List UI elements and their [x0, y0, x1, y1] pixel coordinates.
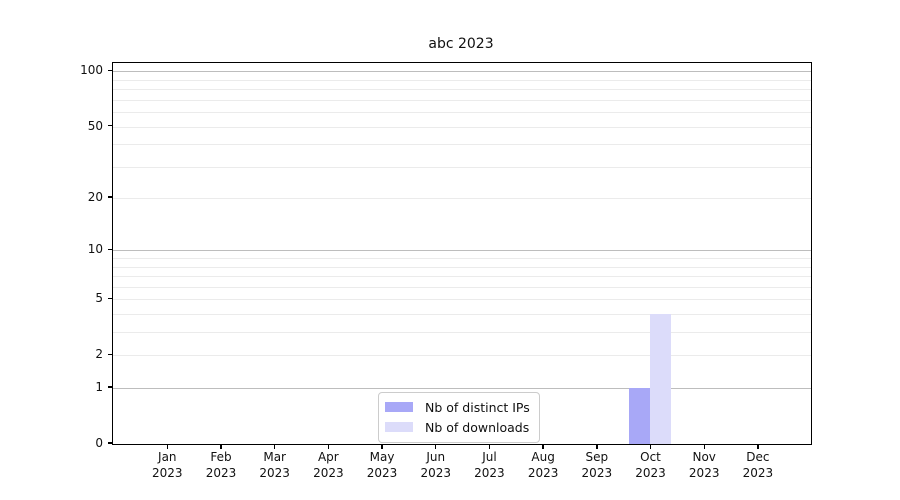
x-tick-label: Apr 2023	[298, 450, 358, 481]
x-tick-year: 2023	[581, 465, 613, 480]
gridline-major	[113, 250, 811, 252]
gridline-minor	[113, 266, 811, 268]
y-tick-label: 20	[87, 190, 103, 205]
x-tick-label: Jun 2023	[406, 450, 466, 481]
x-tick-year: 2023	[635, 465, 666, 480]
gridline-minor	[113, 126, 811, 128]
legend-row-downloads: Nb of downloads	[385, 419, 530, 435]
y-tick-mark	[108, 196, 112, 198]
x-tick-month: Jul	[482, 450, 497, 464]
x-tick-label: May 2023	[352, 450, 412, 481]
x-tick-label: Nov 2023	[674, 450, 734, 481]
gridline-minor	[113, 355, 811, 357]
gridline-minor	[113, 112, 811, 114]
legend-swatch-downloads	[385, 422, 413, 432]
y-tick-label: 50	[87, 118, 103, 133]
gridline-minor	[113, 332, 811, 334]
gridline-major	[113, 388, 811, 389]
x-tick-year: 2023	[313, 465, 344, 480]
x-tick-year: 2023	[366, 465, 398, 480]
x-tick-year: 2023	[688, 465, 720, 480]
x-tick-label: Oct 2023	[621, 450, 681, 481]
y-tick-label: 10	[87, 242, 103, 257]
x-tick-label: Sep 2023	[567, 450, 627, 481]
x-tick-month: Apr	[317, 450, 339, 464]
x-tick-month: Dec	[746, 450, 770, 464]
y-tick-label: 2	[95, 347, 103, 362]
x-tick-year: 2023	[205, 465, 237, 480]
legend-swatch-distinct-ips	[385, 402, 413, 412]
gridline-minor	[113, 198, 811, 200]
x-tick-month: Sep	[585, 450, 609, 464]
y-tick-mark	[108, 124, 112, 127]
y-tick-mark	[108, 353, 112, 355]
y-tick-label: 1	[95, 380, 103, 395]
x-tick-year: 2023	[742, 465, 774, 480]
x-tick-mark	[166, 444, 168, 449]
gridline-minor	[113, 314, 811, 315]
y-tick-mark	[108, 69, 112, 72]
x-tick-mark	[757, 444, 759, 449]
x-tick-month: Feb	[210, 450, 232, 464]
x-tick-label: Feb 2023	[191, 450, 251, 481]
legend-label-downloads: Nb of downloads	[425, 419, 530, 435]
bar-distinct-ips	[628, 388, 650, 444]
x-tick-month: Oct	[640, 450, 661, 464]
gridline-minor	[113, 286, 811, 288]
x-tick-mark	[220, 444, 222, 449]
x-tick-mark	[435, 444, 437, 449]
y-tick-label: 0	[95, 436, 103, 450]
x-tick-month: Mar	[263, 450, 286, 464]
gridline-minor	[113, 299, 811, 301]
x-tick-month: Aug	[531, 450, 555, 464]
plot-area	[112, 62, 812, 445]
x-tick-mark	[327, 444, 330, 449]
x-tick-mark	[596, 444, 598, 449]
x-tick-label: Jul 2023	[459, 450, 519, 481]
legend: Nb of distinct IPs Nb of downloads	[378, 392, 540, 443]
legend-label-distinct-ips: Nb of distinct IPs	[425, 399, 530, 415]
x-tick-month: Jan	[158, 450, 177, 464]
chart-title: abc 2023	[428, 36, 494, 52]
x-tick-label: Jan 2023	[137, 450, 197, 481]
gridline-minor	[113, 89, 811, 91]
gridline-minor	[113, 276, 811, 278]
y-tick-label: 5	[95, 291, 103, 306]
x-tick-month: May	[369, 450, 395, 464]
x-tick-year: 2023	[420, 465, 452, 480]
x-tick-year: 2023	[152, 465, 183, 480]
x-tick-mark	[649, 444, 652, 449]
x-tick-year: 2023	[259, 465, 290, 480]
gridline-minor	[113, 258, 811, 260]
gridline-minor	[113, 99, 811, 101]
gridline-minor	[113, 144, 811, 146]
x-tick-mark	[381, 444, 383, 449]
bar-downloads	[649, 314, 671, 444]
x-tick-year: 2023	[474, 465, 505, 480]
x-tick-mark	[542, 444, 544, 449]
gridline-minor	[113, 166, 811, 168]
x-tick-label: Mar 2023	[245, 450, 305, 481]
gridline-minor	[113, 79, 811, 81]
gridline-major	[113, 71, 811, 73]
y-tick-mark	[108, 248, 112, 251]
y-tick-mark	[108, 442, 112, 444]
x-tick-label: Dec 2023	[728, 450, 788, 481]
y-tick-label: 100	[80, 63, 103, 78]
x-tick-mark	[273, 444, 276, 449]
x-tick-month: Jun	[426, 450, 446, 464]
x-tick-month: Nov	[692, 450, 716, 464]
y-tick-mark	[108, 386, 112, 388]
legend-row-distinct-ips: Nb of distinct IPs	[385, 399, 530, 415]
x-tick-label: Aug 2023	[513, 450, 573, 481]
x-tick-mark	[488, 444, 491, 449]
x-tick-mark	[703, 444, 705, 449]
x-tick-year: 2023	[527, 465, 559, 480]
y-tick-mark	[108, 297, 112, 299]
